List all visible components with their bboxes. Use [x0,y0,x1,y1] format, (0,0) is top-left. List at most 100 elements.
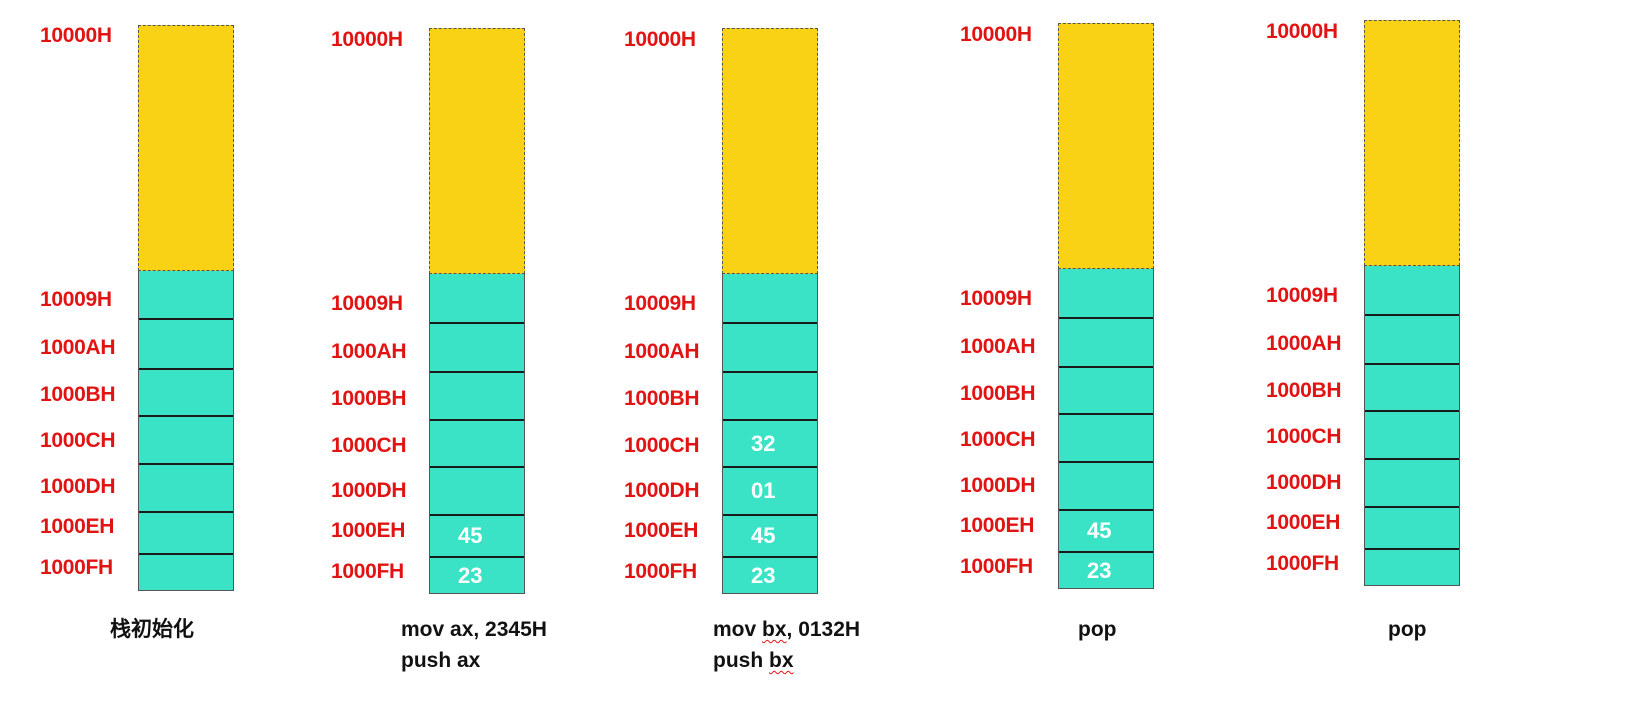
stack-cell [1365,410,1459,458]
cell-value: 45 [751,523,776,548]
stack-cell [1059,366,1153,413]
stack-cell [1059,413,1153,461]
address-label: 1000AH [1266,332,1342,355]
stack-cell [139,553,233,591]
stack-cell [430,371,524,419]
stack-cell [139,511,233,553]
stack-cell [1365,266,1459,314]
stage-caption: pop [1388,614,1426,645]
caption-line: push ax [401,649,481,672]
stack-cells [138,271,234,591]
stack-cell: 45 [723,514,817,556]
stack-cell [430,466,524,514]
address-label: 10009H [960,287,1032,310]
address-label: 1000FH [1266,552,1339,575]
caption-line: push bx [713,649,794,672]
stack-cell [430,322,524,371]
stack-cell [723,322,817,371]
address-label: 1000FH [624,560,697,583]
stack-cell [1365,314,1459,363]
address-label: 1000DH [331,479,407,502]
address-label: 1000CH [1266,425,1342,448]
stage-caption: 栈初始化 [110,614,194,645]
stack-cells: 45 23 [1058,269,1154,589]
address-label: 1000EH [40,515,115,538]
stack-cell [1059,317,1153,366]
free-stack-region [1058,23,1154,269]
address-label: 1000CH [331,434,407,457]
cell-value: 23 [1087,558,1112,583]
caption-line: 栈初始化 [110,618,194,641]
caption-line: pop [1388,618,1427,641]
address-label: 1000CH [960,428,1036,451]
stack-cell: 23 [1059,551,1153,589]
free-stack-region [1364,20,1460,266]
stack-cell [1059,461,1153,509]
spellcheck-underline: bx [762,618,787,641]
free-stack-region [429,28,525,274]
address-label: 10009H [624,292,696,315]
stack-cell: 01 [723,466,817,514]
address-label: 1000CH [40,429,116,452]
cell-value: 45 [458,523,483,548]
stack-cell [1365,506,1459,548]
address-label: 1000FH [331,560,404,583]
address-label: 1000EH [331,519,406,542]
stage-caption: pop [1078,614,1116,645]
stack-cell: 45 [430,514,524,556]
address-label: 1000AH [960,335,1036,358]
stage-caption: mov bx, 0132H push bx [713,614,860,676]
address-label: 1000DH [1266,471,1342,494]
cell-value: 45 [1087,518,1112,543]
address-label: 1000FH [40,556,113,579]
caption-line: mov bx, 0132H [713,618,861,641]
address-label: 1000EH [960,514,1035,537]
cell-value: 01 [751,478,776,503]
cell-value: 23 [751,563,776,588]
address-label: 10009H [331,292,403,315]
stack-cell: 45 [1059,509,1153,551]
address-label: 1000FH [960,555,1033,578]
stage-caption: mov ax, 2345H push ax [401,614,547,676]
caption-line: pop [1078,618,1117,641]
stack-cells [1364,266,1460,586]
stack-cell: 23 [723,556,817,594]
stack-cell: 32 [723,419,817,466]
address-label: 1000EH [624,519,699,542]
stack-cell [1059,269,1153,317]
stack-cell [430,419,524,466]
stack-cell [723,371,817,419]
stack-cell [723,274,817,322]
caption-line: mov ax, 2345H [401,618,547,641]
stack-cells: 32 01 45 23 [722,274,818,594]
address-label: 1000CH [624,434,700,457]
address-label-top: 10000H [40,24,112,47]
address-label: 1000DH [40,475,116,498]
address-label-top: 10000H [1266,20,1338,43]
stack-cell [139,368,233,415]
free-stack-region [138,25,234,271]
stack-cell: 23 [430,556,524,594]
stack-cell [1365,458,1459,506]
cell-value: 32 [751,430,776,456]
cell-value: 23 [458,563,483,588]
address-label: 1000DH [624,479,700,502]
stack-cell [139,271,233,318]
spellcheck-underline: bx [769,649,794,672]
stack-cells: 45 23 [429,274,525,594]
stack-cell [139,318,233,368]
address-label: 1000AH [624,340,700,363]
address-label: 1000BH [331,387,407,410]
address-label: 10009H [40,288,112,311]
address-label: 1000BH [960,382,1036,405]
stack-cell [430,274,524,322]
address-label: 1000AH [331,340,407,363]
address-label-top: 10000H [624,28,696,51]
address-label: 1000EH [1266,511,1341,534]
stack-cell [139,463,233,511]
address-label: 1000AH [40,336,116,359]
free-stack-region [722,28,818,274]
stack-cell [139,415,233,463]
address-label: 1000BH [1266,379,1342,402]
stack-cell [1365,548,1459,586]
